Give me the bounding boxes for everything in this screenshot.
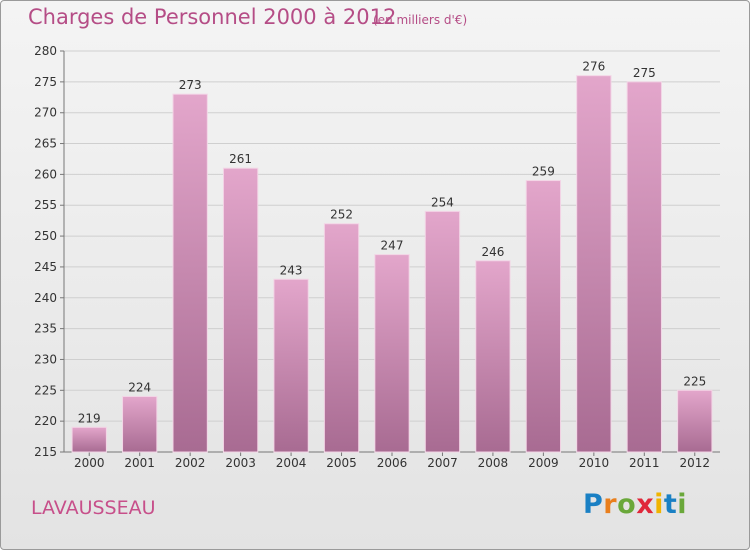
y-tick-label: 250 (34, 229, 57, 243)
bar-value-label: 259 (532, 165, 555, 179)
bar-value-label: 224 (128, 380, 151, 394)
x-tick-label: 2007 (427, 456, 458, 470)
x-tick-label: 2002 (175, 456, 206, 470)
bar-value-label: 252 (330, 208, 353, 222)
bar (424, 210, 461, 453)
logo-letter: x (636, 489, 655, 520)
x-tick-label: 2006 (377, 456, 408, 470)
bar-value-label: 219 (78, 411, 101, 425)
y-tick-label: 265 (34, 137, 57, 151)
bar-value-label: 225 (683, 374, 706, 388)
y-tick-label: 270 (34, 106, 57, 120)
x-tick-label: 2004 (276, 456, 307, 470)
x-tick-label: 2003 (225, 456, 256, 470)
bar (374, 254, 410, 453)
x-tick-label: 2009 (528, 456, 559, 470)
x-tick-label: 2005 (326, 456, 357, 470)
logo-letter: P (583, 489, 604, 520)
chart-title: Charges de Personnel 2000 à 2012 (28, 5, 397, 29)
bar (626, 81, 662, 453)
proxiti-logo[interactable]: Proxiti (583, 489, 687, 520)
bar-value-label: 276 (582, 60, 605, 74)
x-tick-label: 2010 (579, 456, 610, 470)
x-tick-label: 2012 (679, 456, 710, 470)
y-tick-label: 220 (34, 414, 57, 428)
bar (122, 395, 158, 453)
bar (71, 426, 107, 453)
y-tick-label: 225 (34, 383, 57, 397)
y-tick-label: 245 (34, 260, 57, 274)
bar-value-label: 261 (229, 152, 252, 166)
bar (323, 223, 360, 453)
chart-subtitle: (en milliers d'€) (373, 13, 468, 27)
bar-value-label: 275 (633, 66, 656, 80)
logo-letter: o (617, 489, 637, 520)
bar (475, 260, 511, 453)
commune-name: LAVAUSSEAU (31, 497, 156, 519)
x-tick-label: 2000 (74, 456, 105, 470)
logo-letter: t (663, 489, 678, 520)
y-tick-label: 260 (34, 167, 57, 181)
bar (525, 180, 562, 453)
bar-value-label: 247 (381, 239, 404, 253)
y-tick-label: 240 (34, 291, 57, 305)
bar-value-label: 254 (431, 195, 454, 209)
y-tick-label: 255 (34, 198, 57, 212)
bars (71, 75, 713, 453)
bar-value-label: 273 (179, 78, 202, 92)
bar (273, 278, 309, 453)
y-tick-label: 215 (34, 445, 57, 459)
bar (222, 167, 259, 453)
logo-letter: r (603, 489, 618, 520)
bar (677, 389, 713, 453)
y-tick-label: 235 (34, 322, 57, 336)
x-tick-label: 2008 (478, 456, 509, 470)
y-tick-label: 230 (34, 352, 57, 366)
x-tick-label: 2001 (124, 456, 155, 470)
bar (172, 93, 208, 453)
bar-value-label: 246 (481, 245, 504, 259)
x-tick-label: 2011 (629, 456, 660, 470)
bar (576, 75, 612, 453)
logo-letter: i (677, 489, 688, 520)
bar-value-label: 243 (280, 263, 303, 277)
y-tick-label: 280 (34, 44, 57, 58)
y-tick-label: 275 (34, 75, 57, 89)
data-labels: 219 224 273 261 243 252 247 254 246 259 276 275 225 (78, 60, 706, 426)
logo-letter: i (654, 489, 664, 520)
axes: 2152202252302352402452502552602652702752… (34, 44, 720, 470)
